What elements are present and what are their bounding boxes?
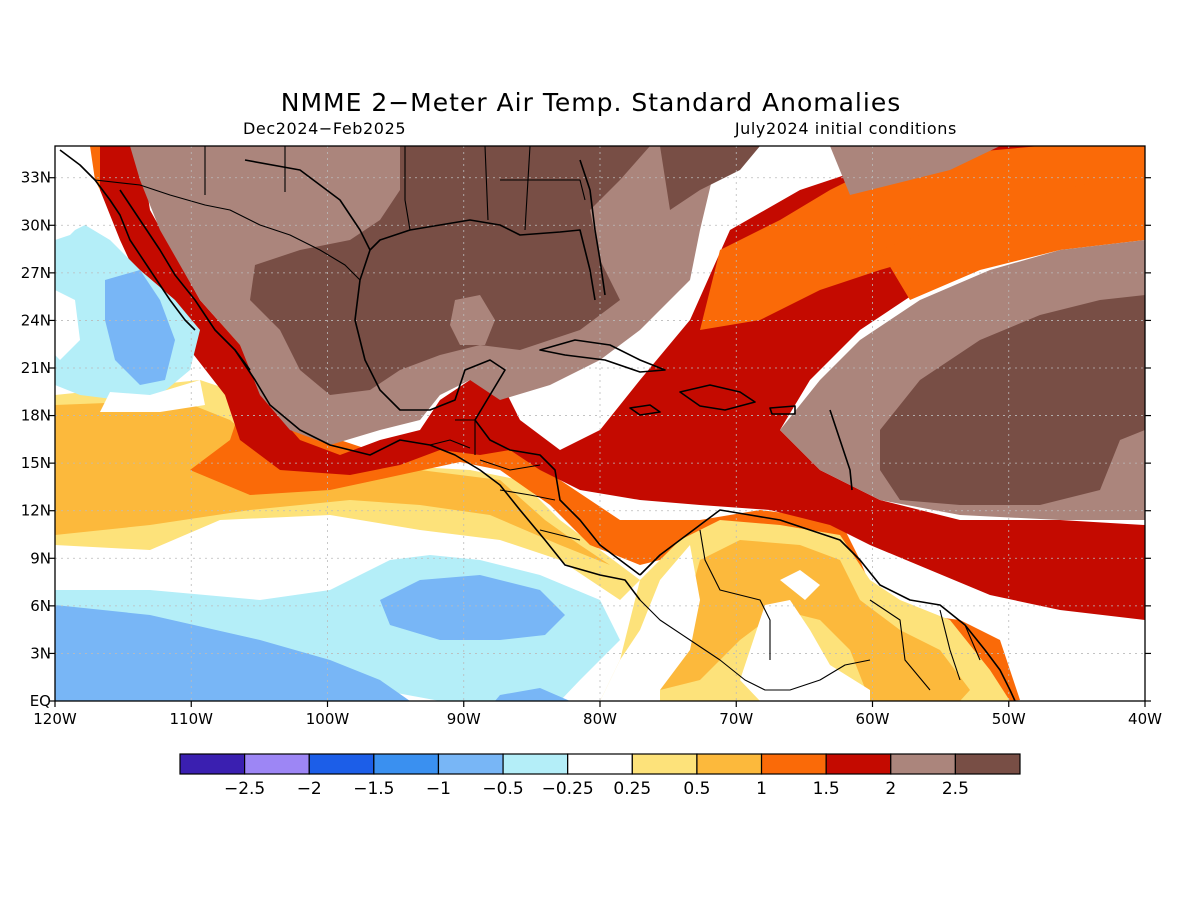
lat-tick-label: EQ	[30, 692, 51, 710]
border-us-mexico	[94, 179, 361, 281]
border-us-states	[204, 146, 586, 231]
forecast-period: Dec2024−Feb2025	[243, 119, 406, 138]
coastline-gulf-of-california	[119, 189, 251, 371]
lat-tick-label: 9N	[30, 549, 51, 567]
plot-area	[55, 146, 1145, 701]
anomaly-region-south-america-orange	[660, 540, 970, 701]
lat-tick-label: 6N	[30, 597, 51, 615]
anomaly-region-gulf-light-patch	[450, 295, 495, 345]
lat-tick-label: 15N	[21, 454, 51, 472]
coastlines	[59, 149, 1016, 701]
anomaly-region-baja-white	[55, 160, 95, 240]
map-title: NMME 2−Meter Air Temp. Standard Anomalie…	[281, 88, 901, 117]
colorbar-swatch	[308, 753, 375, 775]
lat-tick-label: 12N	[21, 502, 51, 520]
lon-tick-label: 50W	[992, 710, 1026, 728]
colorbar-swatch	[696, 753, 763, 775]
coastline-mexico-pacific	[234, 349, 641, 601]
colorbar-label: −0.5	[482, 779, 523, 799]
political-borders	[94, 146, 981, 691]
colorbar-label: 2	[885, 779, 896, 799]
colorbar: −2.5 −2 −1.5 −1 −0.5 −0.25 0.25 0.5 1 1.5 2 2.5	[179, 753, 1021, 799]
lon-tick-label: 60W	[856, 710, 890, 728]
coastline-jamaica	[629, 404, 661, 416]
lon-tick-label: 80W	[583, 710, 617, 728]
anomaly-region-atlantic-brown-dark	[880, 295, 1145, 505]
colorbar-swatch	[954, 753, 1021, 775]
colorbar-label: 1.5	[813, 779, 840, 799]
coastline-central-america-caribbean	[474, 419, 641, 576]
coastline-florida-east	[579, 159, 606, 296]
colorbar-label: −1	[426, 779, 451, 799]
anomaly-region-baja-white-2	[55, 290, 80, 360]
colorbar-swatch	[373, 753, 440, 775]
border-central-america	[429, 419, 581, 541]
lon-tick-label: 110W	[170, 710, 214, 728]
coastline-gulf-of-mexico	[244, 159, 596, 421]
coastline-south-america-north	[639, 509, 1016, 701]
colorbar-swatch	[825, 753, 892, 775]
colorbar-label: 0.5	[683, 779, 710, 799]
coastline-california-baja	[59, 149, 196, 331]
lat-tick-label: 33N	[21, 169, 51, 187]
anomaly-region-north-brown-dark	[250, 146, 650, 395]
anomaly-region-pacific-cool-mid-a	[380, 575, 565, 640]
coastline-cuba	[539, 339, 666, 373]
colorbar-swatch	[244, 753, 310, 775]
colorbar-label: −2.5	[224, 779, 265, 799]
colorbar-label: 2.5	[942, 779, 969, 799]
anomaly-region-pacific-cool-mid-b	[55, 605, 410, 701]
graticule	[55, 146, 1145, 701]
initial-conditions: July2024 initial conditions	[734, 119, 957, 138]
colorbar-label: −0.25	[542, 779, 594, 799]
lat-tick-label: 21N	[21, 359, 51, 377]
anomaly-region-south-america-white	[600, 545, 700, 701]
colorbar-label: 0.25	[613, 779, 651, 799]
lon-tick-label: 40W	[1128, 710, 1162, 728]
lat-tick-label: 18N	[21, 407, 51, 425]
colorbar-label: 1	[756, 779, 767, 799]
anomaly-region-atlantic-orange-east	[880, 170, 1145, 300]
colorbar-swatch	[890, 753, 956, 775]
lat-tick-label: 3N	[30, 644, 51, 662]
coastline-lesser-antilles	[829, 409, 853, 491]
colorbar-label: −1.5	[353, 779, 394, 799]
colorbar-swatch	[631, 753, 698, 775]
lat-tick-label: 24N	[21, 311, 51, 329]
lat-tick-label: 30N	[21, 216, 51, 234]
colorbar-swatch	[179, 753, 246, 775]
lon-tick-label: 100W	[306, 710, 350, 728]
border-south-america	[639, 529, 981, 691]
colorbar-swatch	[437, 753, 504, 775]
lon-tick-label: 70W	[719, 710, 753, 728]
anomaly-region-pacific-cool-mid-c	[495, 688, 570, 701]
colorbar-swatch	[567, 753, 633, 775]
lat-tick-label: 27N	[21, 264, 51, 282]
colorbar-swatch	[502, 753, 569, 775]
coastline-puerto-rico	[769, 405, 796, 415]
colorbar-swatch	[760, 753, 827, 775]
lon-tick-label: 120W	[33, 710, 77, 728]
anomaly-region-south-america-white-3	[780, 570, 820, 600]
colorbar-label: −2	[297, 779, 322, 799]
latitude-axis: EQ 3N 6N 9N 12N 15N 18N 21N 24N 27N 30N 33N	[21, 169, 1151, 710]
anomaly-region-baja-cool-mid	[105, 270, 175, 385]
coastline-hispaniola	[679, 384, 756, 411]
anomaly-region-baja-white-3	[100, 380, 205, 412]
longitude-axis: 120W 110W 100W 90W 80W 70W 60W 50W 40W	[33, 701, 1162, 728]
lon-tick-label: 90W	[447, 710, 481, 728]
anomaly-region-south-america-white-2	[740, 600, 870, 701]
